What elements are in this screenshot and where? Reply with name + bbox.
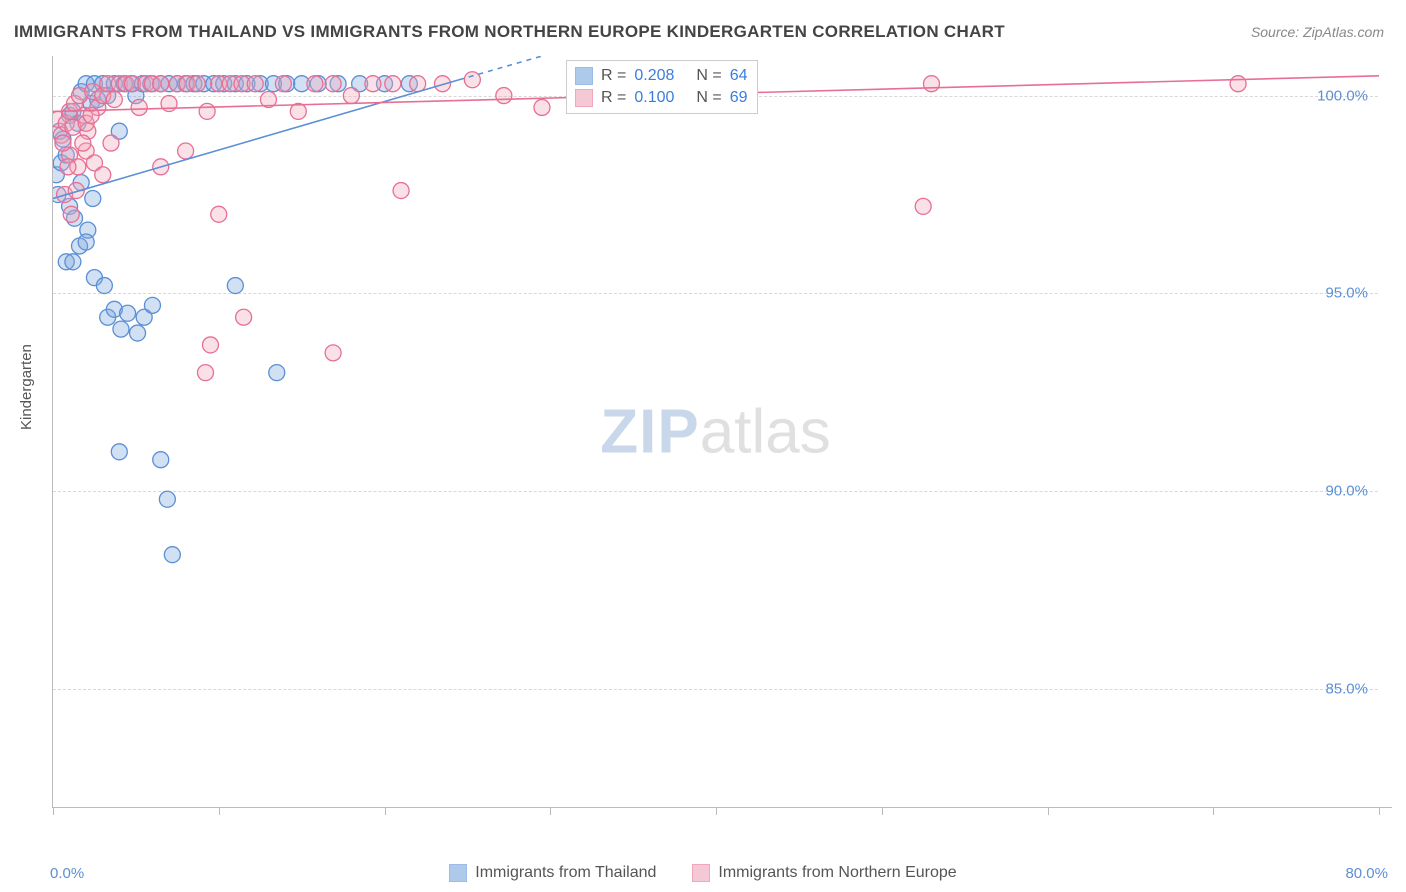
legend-series-label: Immigrants from Thailand [475,864,656,882]
data-point [78,234,94,250]
data-point [164,547,180,563]
data-point [385,76,401,92]
plot-area: 85.0%90.0%95.0%100.0% ZIPatlas R =0.208N… [52,56,1378,808]
data-point [63,206,79,222]
data-point [144,297,160,313]
data-point [65,254,81,270]
scatter-svg [53,56,1379,808]
data-point [159,491,175,507]
data-point [211,206,227,222]
data-point [85,190,101,206]
legend-r-value: 0.100 [634,89,688,107]
legend-r-label: R = [601,89,626,107]
chart-title: IMMIGRANTS FROM THAILAND VS IMMIGRANTS F… [14,22,1005,42]
x-tick [53,807,54,815]
data-point [290,103,306,119]
data-point [106,92,122,108]
data-point [269,365,285,381]
data-point [153,452,169,468]
data-point [393,183,409,199]
series-legend: Immigrants from Thailand Immigrants from … [0,864,1406,882]
legend-swatch [449,864,467,882]
data-point [496,88,512,104]
data-point [464,72,480,88]
data-point [365,76,381,92]
legend-r-label: R = [601,67,626,85]
data-point [113,321,129,337]
axis-extension [1378,807,1392,808]
data-point [275,76,291,92]
legend-series-label: Immigrants from Northern Europe [718,864,956,882]
data-point [325,76,341,92]
legend-n-label: N = [696,89,721,107]
legend-series-item: Immigrants from Northern Europe [692,864,956,882]
data-point [130,325,146,341]
data-point [247,76,263,92]
data-point [153,76,169,92]
x-tick [385,807,386,815]
data-point [236,309,252,325]
legend-corr-row: R = 0.100 N = 69 [575,87,747,109]
data-point [96,278,112,294]
legend-n-value: 64 [730,67,748,85]
x-tick [882,807,883,815]
data-point [111,444,127,460]
legend-swatch [575,67,593,85]
x-tick [1048,807,1049,815]
data-point [923,76,939,92]
x-tick [1213,807,1214,815]
legend-series-item: Immigrants from Thailand [449,864,656,882]
data-point [534,99,550,115]
data-point [55,135,71,151]
data-point [410,76,426,92]
legend-n-value: 69 [730,89,748,107]
legend-swatch [575,89,593,107]
data-point [103,135,119,151]
data-point [75,135,91,151]
data-point [325,345,341,361]
data-point [131,99,147,115]
data-point [307,76,323,92]
legend-corr-row: R = 0.208 N = 64 [575,65,747,87]
data-point [120,305,136,321]
data-point [1230,76,1246,92]
y-axis-label: Kindergarten [18,344,35,430]
data-point [189,76,205,92]
legend-n-label: N = [696,67,721,85]
x-tick [1379,807,1380,815]
correlation-legend: R = 0.208 N = 64 R = 0.100 N = 69 [566,60,758,114]
data-point [915,198,931,214]
data-point [95,167,111,183]
legend-swatch [692,864,710,882]
data-point [197,365,213,381]
data-point [202,337,218,353]
legend-r-value: 0.208 [634,67,688,85]
data-point [227,278,243,294]
x-tick [219,807,220,815]
data-point [199,103,215,119]
data-point [343,88,359,104]
x-tick [550,807,551,815]
data-point [60,159,76,175]
source-label: Source: ZipAtlas.com [1251,24,1384,40]
x-tick [716,807,717,815]
data-point [178,143,194,159]
